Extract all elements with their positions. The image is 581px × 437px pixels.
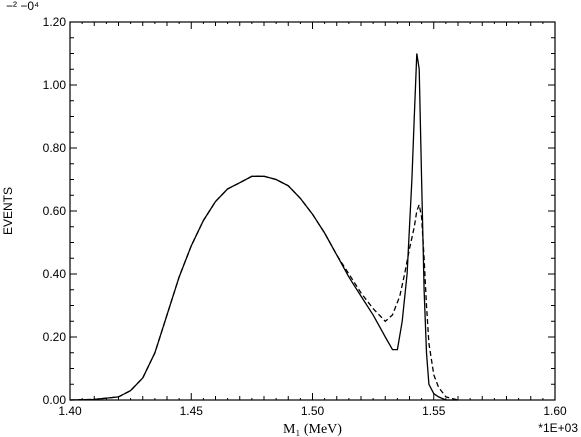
x-tick-label: 1.40 — [58, 404, 82, 418]
y-tick-label: 0.80 — [43, 141, 67, 155]
series-line-solid — [69, 53, 458, 401]
y-axis-label: EVENTS — [1, 187, 15, 235]
y-scale-note: −² −0⁴ — [6, 0, 39, 13]
y-tick-label: 0.40 — [43, 267, 67, 281]
x-tick-label: 1.45 — [180, 404, 204, 418]
series-layer — [69, 53, 459, 401]
plot-frame — [69, 21, 556, 401]
x-tick-label: 1.60 — [543, 404, 567, 418]
x-axis-label: M₁ (MeV) — [283, 422, 342, 437]
x-scale-note: *1E+03 — [538, 421, 578, 435]
x-tick-label: 1.50 — [301, 404, 325, 418]
y-tick-label: 1.00 — [43, 78, 67, 92]
y-tick-label: 0.60 — [43, 204, 67, 218]
series-line-dashed — [69, 175, 459, 401]
y-tick-label: 0.00 — [43, 393, 67, 407]
y-tick-label: 1.20 — [43, 15, 67, 29]
y-tick-label: 0.20 — [43, 330, 67, 344]
x-tick-label: 1.55 — [422, 404, 446, 418]
ticks-layer: 0.00 0.20 0.40 0.60 0.80 1.00 1.20 1.40 1.45 1.50… — [43, 15, 567, 418]
